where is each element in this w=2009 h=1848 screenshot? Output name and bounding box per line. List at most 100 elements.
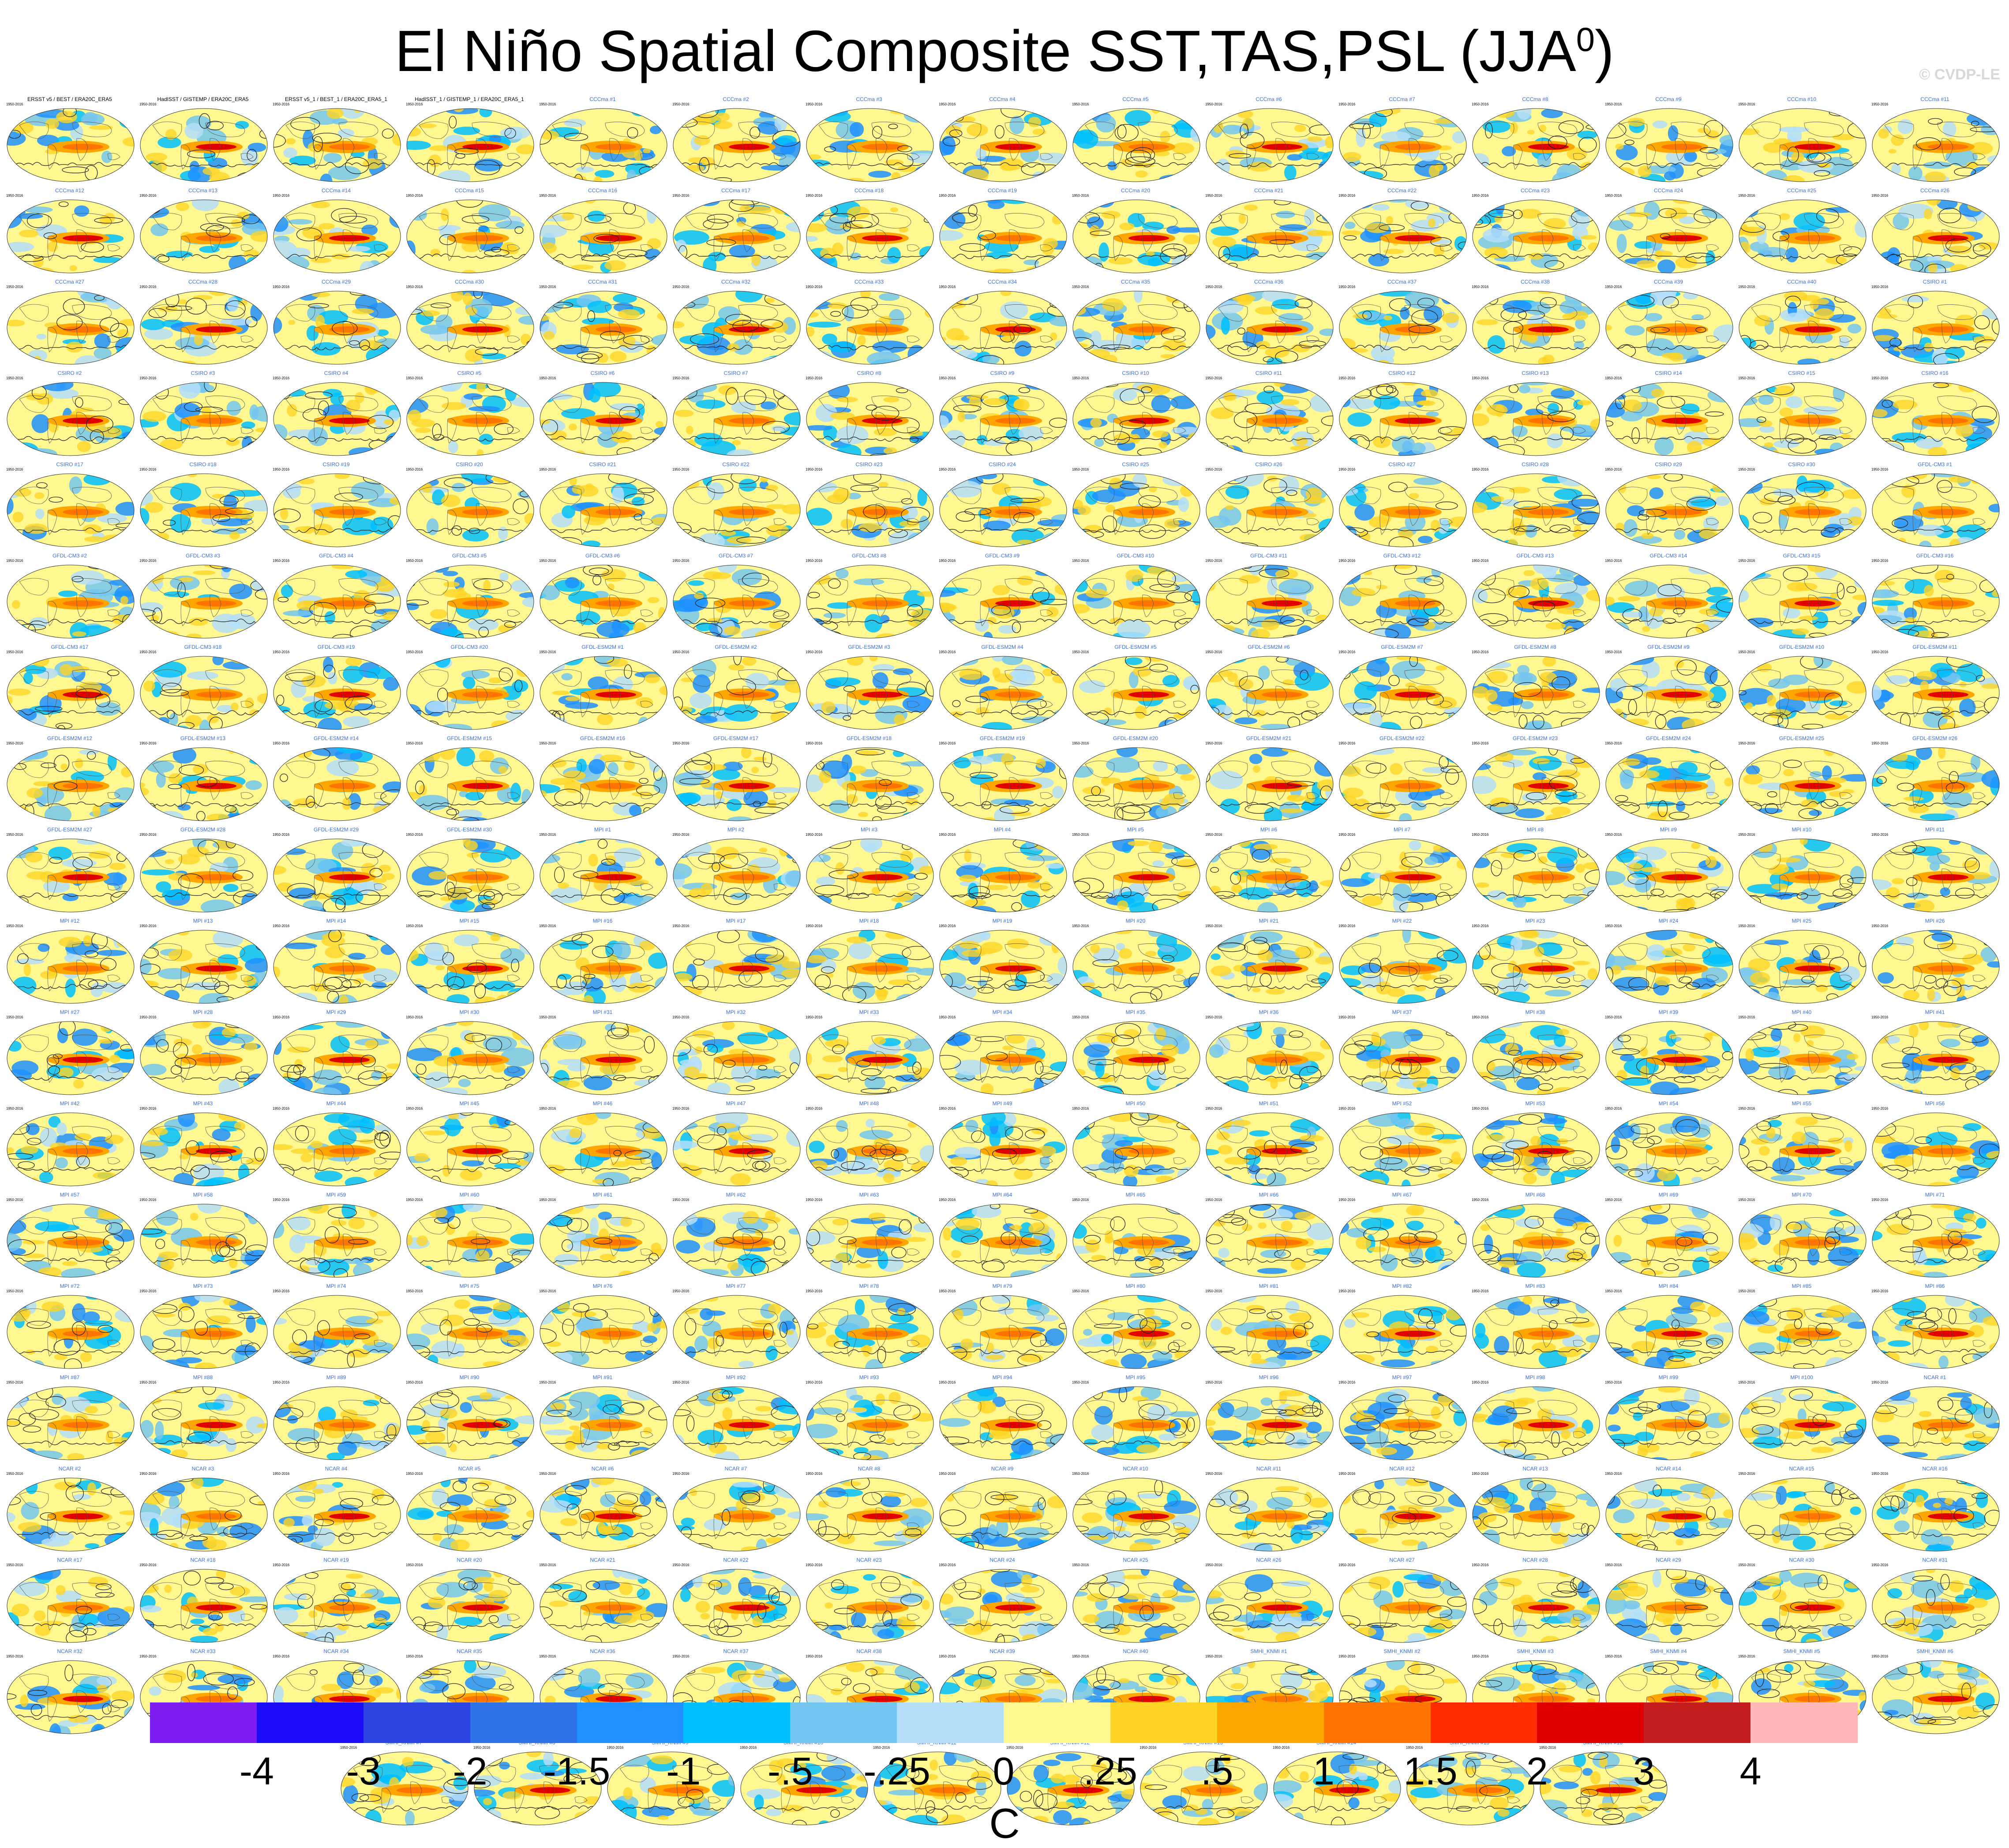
- map-plot: [873, 1751, 1001, 1826]
- map-panel: MPI #16 1950-2016: [537, 918, 668, 1006]
- map-panel: MPI #65 1950-2016: [1070, 1192, 1201, 1280]
- panel-years: 1950-2016: [672, 1654, 690, 1658]
- panel-title: CCCma #14: [321, 187, 351, 194]
- map-panel: MPI #37 1950-2016: [1337, 1009, 1467, 1097]
- map-panel: HadISST / GISTEMP / ERA20C_ERA5 1950-2016: [138, 96, 268, 184]
- panel-years: 1950-2016: [1738, 924, 1755, 928]
- panel-title: MPI #19: [992, 918, 1012, 924]
- map-panel: GFDL-CM3 #15 1950-2016: [1736, 553, 1867, 641]
- map-panel: CCCma #15 1950-2016: [404, 187, 535, 276]
- map-plot: [1206, 199, 1334, 273]
- map-panel: CSIRO #24 1950-2016: [937, 461, 1068, 550]
- panel-title: CCCma #15: [454, 187, 484, 194]
- map-plot: [7, 747, 135, 821]
- panel-years: 1950-2016: [273, 1289, 290, 1293]
- map-panel: GFDL-ESM2M #14 1950-2016: [271, 735, 401, 823]
- map-plot: [540, 747, 667, 821]
- map-plot: [273, 1295, 401, 1369]
- map-plot: [1206, 565, 1334, 639]
- map-panel: NCAR #6 1950-2016: [537, 1466, 668, 1554]
- panel-title: MPI #44: [326, 1100, 346, 1107]
- map-panel: MPI #70 1950-2016: [1736, 1192, 1867, 1280]
- panel-title: MPI #92: [726, 1374, 746, 1380]
- panel-title: NCAR #9: [991, 1466, 1014, 1472]
- map-plot: [806, 108, 934, 182]
- panel-title: MPI #34: [992, 1009, 1012, 1015]
- panel-title: CSIRO #1: [1923, 279, 1947, 285]
- map-panel: GFDL-ESM2M #27 1950-2016: [4, 827, 135, 915]
- panel-title: GFDL-CM3 #15: [1783, 553, 1821, 559]
- panel-years: 1950-2016: [1472, 650, 1489, 654]
- panel-title: GFDL-ESM2M #30: [446, 827, 492, 833]
- panel-years: 1950-2016: [1605, 194, 1622, 198]
- panel-years: 1950-2016: [406, 1472, 423, 1476]
- map-plot: [806, 473, 934, 547]
- panel-title: GFDL-CM3 #20: [450, 644, 488, 650]
- map-plot: [540, 656, 667, 730]
- panel-years: 1950-2016: [806, 1380, 823, 1384]
- map-plot: [939, 1386, 1067, 1460]
- map-panel: MPI #60 1950-2016: [404, 1192, 535, 1280]
- map-plot: [1605, 1478, 1733, 1552]
- map-plot: [1739, 382, 1867, 456]
- colorbar-tick-label: .5: [1201, 1749, 1233, 1793]
- map-plot: [7, 473, 135, 547]
- map-plot: [273, 656, 401, 730]
- map-panel: NCAR #18 1950-2016: [138, 1557, 268, 1645]
- panel-years: 1950-2016: [1072, 376, 1089, 380]
- colorbar-tick-label: 3: [1633, 1749, 1655, 1793]
- panel-years: 1950-2016: [1472, 924, 1489, 928]
- map-plot: [540, 108, 667, 182]
- map-panel: CSIRO #27 1950-2016: [1337, 461, 1467, 550]
- map-plot: [1872, 1478, 2000, 1552]
- map-plot: [1605, 1295, 1733, 1369]
- map-plot: [140, 1112, 268, 1186]
- map-panel: CCCma #3 1950-2016: [804, 96, 934, 184]
- panel-title: NCAR #11: [1256, 1466, 1282, 1472]
- map-panel: CSIRO #5 1950-2016: [404, 370, 535, 458]
- map-panel: MPI #43 1950-2016: [138, 1100, 268, 1189]
- colorbar-box: [1217, 1702, 1324, 1743]
- panel-years: 1950-2016: [539, 194, 556, 198]
- panel-years: 1950-2016: [939, 1563, 956, 1567]
- panel-title: MPI #29: [326, 1009, 346, 1015]
- panel-years: 1950-2016: [1472, 102, 1489, 106]
- panel-title: CCCma #26: [1920, 187, 1950, 194]
- colorbar-tick-label: -1.5: [543, 1749, 611, 1793]
- panel-title: NCAR #17: [57, 1557, 82, 1563]
- panel-title: CCCma #9: [1655, 96, 1682, 102]
- panel-years: 1950-2016: [672, 1107, 690, 1111]
- map-panel: GFDL-ESM2M #8 1950-2016: [1470, 644, 1600, 732]
- map-plot: [7, 838, 135, 913]
- panel-title: MPI #41: [1925, 1009, 1945, 1015]
- panel-years: 1950-2016: [1605, 833, 1622, 837]
- colorbar-box: [1430, 1702, 1537, 1743]
- map-plot: [1206, 473, 1334, 547]
- map-panel: CCCma #10 1950-2016: [1736, 96, 1867, 184]
- map-panel: MPI #28 1950-2016: [138, 1009, 268, 1097]
- panel-years: 1950-2016: [939, 468, 956, 471]
- colorbar-tick-label: 1.5: [1403, 1749, 1458, 1793]
- panel-title: MPI #61: [592, 1192, 613, 1198]
- map-plot: [673, 382, 801, 456]
- panel-title: CCCma #5: [1122, 96, 1149, 102]
- map-panel: MPI #62 1950-2016: [671, 1192, 801, 1280]
- map-plot: [1206, 108, 1334, 182]
- panel-years: 1950-2016: [1472, 1289, 1489, 1293]
- colorbar-box: [256, 1702, 364, 1743]
- map-panel: GFDL-CM3 #5 1950-2016: [404, 553, 535, 641]
- panel-years: 1950-2016: [1871, 1107, 1889, 1111]
- panel-years: 1950-2016: [406, 102, 423, 106]
- panel-years: 1950-2016: [806, 194, 823, 198]
- panel-years: 1950-2016: [1338, 1107, 1356, 1111]
- panel-years: 1950-2016: [1072, 1654, 1089, 1658]
- panel-years: 1950-2016: [139, 1563, 157, 1567]
- map-panel: MPI #88 1950-2016: [138, 1374, 268, 1463]
- map-panel: MPI #97 1950-2016: [1337, 1374, 1467, 1463]
- panel-title: NCAR #8: [858, 1466, 881, 1472]
- panel-title: GFDL-ESM2M #11: [1912, 644, 1957, 650]
- map-plot: [273, 199, 401, 273]
- map-plot: [1872, 930, 2000, 1004]
- panel-title: CSIRO #14: [1655, 370, 1682, 376]
